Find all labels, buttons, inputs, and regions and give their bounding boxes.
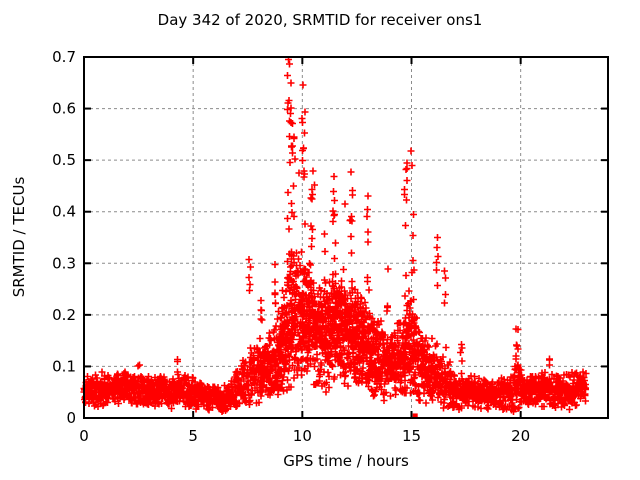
y-tick-label: 0 (66, 409, 76, 427)
y-tick-label: 0.5 (52, 151, 76, 169)
y-tick-label: 0.6 (52, 100, 76, 118)
y-tick-label: 0.7 (52, 48, 76, 66)
scatter-points (80, 56, 590, 415)
y-tick-label: 0.1 (52, 357, 76, 375)
chart-title: Day 342 of 2020, SRMTID for receiver ons… (157, 11, 483, 29)
x-tick-label: 20 (511, 427, 530, 445)
x-axis-label: GPS time / hours (283, 452, 409, 470)
x-tick-label: 10 (293, 427, 312, 445)
x-tick-label: 5 (188, 427, 198, 445)
plot-border (83, 56, 609, 419)
y-tick-label: 0.3 (52, 254, 76, 272)
y-tick-label: 0.2 (52, 306, 76, 324)
x-tick-label: 0 (79, 427, 89, 445)
x-tick-label: 15 (402, 427, 421, 445)
y-tick-label: 0.4 (52, 203, 76, 221)
y-axis-label: SRMTID / TECUs (10, 176, 28, 298)
square-marker-point (412, 413, 418, 419)
